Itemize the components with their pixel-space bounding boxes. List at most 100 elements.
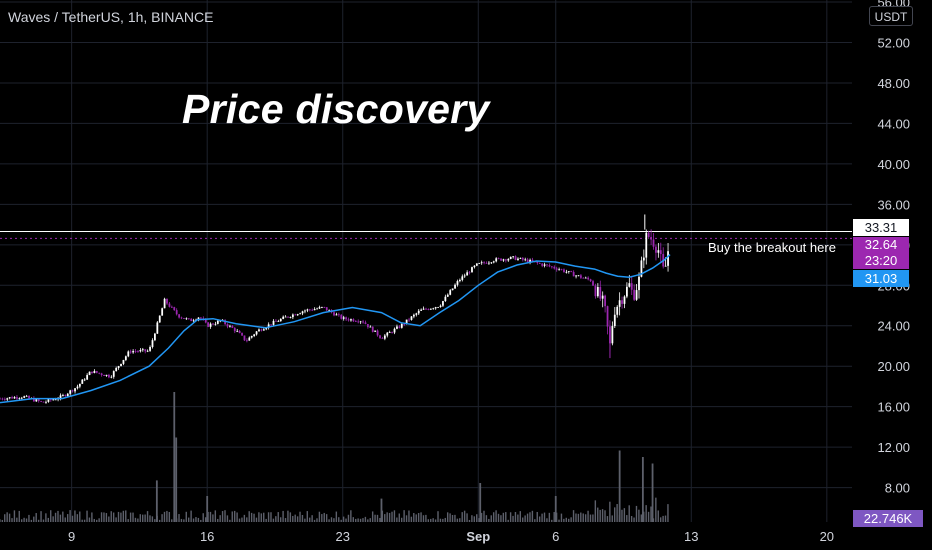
candle-body: [204, 319, 207, 323]
volume-bar: [488, 518, 490, 522]
candle-body: [599, 287, 602, 299]
candle-body: [427, 309, 430, 310]
volume-bars: [0, 392, 669, 522]
candle-body: [144, 349, 147, 352]
volume-bar: [23, 517, 25, 522]
candle-body: [129, 351, 132, 353]
candle-body: [156, 322, 159, 334]
volume-bar: [626, 515, 628, 522]
candle-body: [316, 308, 318, 310]
candle-body: [214, 323, 217, 325]
volume-bar: [350, 510, 352, 522]
candle-body: [158, 315, 161, 323]
volume-bar: [393, 510, 396, 522]
candle-body: [546, 264, 548, 266]
candle-body: [466, 272, 469, 276]
volume-bar: [582, 513, 584, 522]
candle-body: [100, 373, 103, 376]
volume-bar: [47, 517, 50, 522]
volume-bar: [597, 507, 599, 522]
volume-bar: [195, 517, 197, 522]
candle-body: [275, 320, 277, 322]
candle-body: [405, 319, 408, 324]
candle-body: [521, 257, 524, 260]
volume-bar: [127, 519, 129, 522]
candle-body: [437, 307, 440, 308]
candle-body: [383, 335, 386, 339]
volume-bar: [66, 514, 69, 522]
volume-bar: [282, 510, 284, 522]
candle-body: [323, 306, 326, 308]
volume-bar: [296, 516, 299, 522]
volume-spike: [175, 437, 178, 522]
volume-bar: [200, 519, 202, 522]
candle-body: [567, 271, 570, 272]
volume-bar: [483, 510, 485, 522]
candle-body: [103, 375, 105, 376]
volume-bar: [76, 514, 79, 522]
volume-bar: [217, 518, 219, 522]
candle-body: [488, 262, 490, 264]
candle-body: [122, 359, 125, 364]
volume-bar: [311, 515, 313, 522]
volume-bar: [100, 512, 103, 522]
candle-body: [371, 326, 374, 332]
volume-bar: [120, 512, 122, 522]
symbol-title[interactable]: Waves / TetherUS, 1h, BINANCE: [8, 9, 214, 25]
volume-bar: [190, 510, 192, 522]
candle-body: [52, 399, 55, 401]
volume-bar: [91, 512, 93, 522]
volume-bar: [8, 513, 11, 522]
volume-bar: [570, 517, 572, 522]
volume-bar: [294, 514, 296, 522]
candle-body: [456, 281, 459, 285]
candle-body: [54, 399, 57, 401]
volume-bar: [507, 519, 509, 522]
volume-bar: [202, 513, 204, 522]
volume-bar: [565, 517, 567, 522]
candle-body: [616, 306, 619, 315]
volume-bar: [379, 517, 381, 522]
volume-bar: [502, 512, 505, 522]
volume-bar: [635, 505, 638, 522]
volume-bar: [616, 504, 618, 522]
volume-bar: [662, 515, 664, 522]
volume-bar: [609, 501, 611, 522]
price-tick-label: 8.00: [885, 481, 910, 496]
candle-body: [294, 314, 297, 316]
volume-bar: [408, 510, 410, 522]
candle-body: [396, 326, 398, 329]
candle-body: [335, 314, 338, 316]
candle-body: [289, 317, 292, 318]
volume-bar: [374, 514, 376, 522]
volume-bar: [430, 518, 432, 522]
volume-bar: [444, 517, 446, 522]
volume-bar: [454, 514, 456, 522]
volume-bar: [359, 518, 362, 522]
volume-bar: [134, 517, 137, 522]
price-axis[interactable]: 56.0052.0048.0044.0040.0036.0032.0028.00…: [877, 0, 910, 496]
volume-bar: [613, 507, 616, 522]
currency-button[interactable]: USDT: [869, 6, 913, 26]
candle-body: [558, 269, 561, 271]
volume-bar: [13, 510, 16, 522]
candle-body: [311, 309, 314, 311]
time-axis[interactable]: 9 16 23 Sep 6 13 20: [68, 529, 834, 544]
candle-body: [367, 324, 369, 328]
volume-bar: [168, 511, 171, 522]
volume-bar: [219, 515, 221, 522]
volume-bar: [396, 517, 398, 522]
volume-bar: [289, 512, 292, 522]
candle-body: [226, 324, 229, 327]
candle-body: [565, 271, 568, 273]
volume-bar: [236, 512, 238, 522]
candle-body: [347, 319, 350, 321]
volume-bar: [272, 518, 275, 522]
volume-bar: [144, 514, 146, 522]
date-tick-label: 13: [684, 529, 698, 544]
volume-bar: [558, 519, 560, 522]
volume-bar: [18, 510, 20, 522]
volume-bar: [459, 518, 461, 522]
candle-body: [458, 279, 461, 282]
